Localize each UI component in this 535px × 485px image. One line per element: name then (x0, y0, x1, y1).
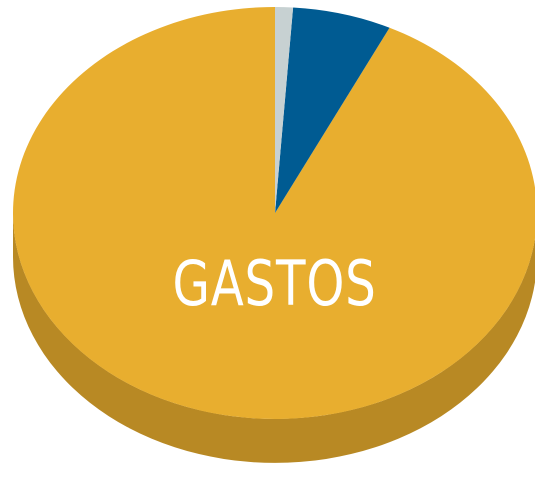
pie-depth-layer (13, 213, 535, 463)
pie-top-layer (13, 7, 535, 419)
pie-slice-2 (275, 7, 294, 213)
pie-slice-1 (275, 7, 390, 214)
pie-slice-0 (13, 7, 535, 419)
pie-slice-side-0 (13, 213, 535, 463)
pie-center-label: GASTOS (172, 248, 376, 320)
